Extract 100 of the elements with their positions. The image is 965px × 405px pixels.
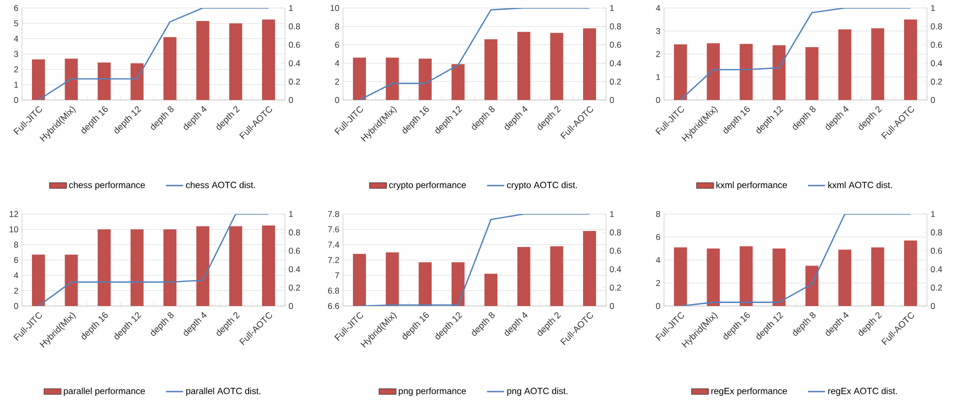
- bar: [838, 29, 852, 100]
- y2-tick-label: 0.4: [288, 266, 300, 272]
- y-tick-label: 0: [656, 303, 660, 310]
- y2-tick-label: 0.6: [288, 248, 300, 254]
- y2-tick-label: 0.6: [610, 42, 621, 48]
- y2-tick-label: 1: [610, 211, 614, 217]
- y2-tick-label: 0.2: [288, 284, 300, 291]
- y2-tick-label: 0.8: [610, 23, 621, 30]
- legend-label: parallel performance: [64, 388, 145, 396]
- bar: [484, 39, 498, 100]
- y2-tick-label: 0.4: [930, 266, 942, 272]
- bar: [130, 63, 144, 100]
- y-tick-label: 6: [335, 42, 340, 48]
- y2-tick-label: 1: [289, 211, 293, 217]
- legend-label: chess AOTC dist.: [186, 182, 255, 188]
- y-tick-label: 8: [14, 242, 18, 248]
- y2-tick-label: 0.8: [288, 229, 300, 236]
- y-tick-label: 6: [14, 257, 18, 264]
- y-tick-label: 2: [14, 288, 18, 294]
- bar: [98, 229, 111, 306]
- y-tick-label: 7.8: [328, 211, 340, 218]
- bar: [64, 58, 78, 100]
- y-tick-label: 2: [335, 78, 340, 85]
- y2-tick-label: 1: [610, 5, 614, 11]
- bar: [706, 248, 720, 306]
- y2-tick-label: 1: [931, 5, 935, 11]
- bar: [740, 246, 753, 306]
- bar: [805, 47, 818, 100]
- y-tick-label: 3: [14, 51, 18, 58]
- bar: [838, 250, 852, 306]
- bar: [871, 28, 884, 100]
- bar: [130, 229, 144, 306]
- y2-tick-label: 0: [610, 303, 614, 310]
- y-tick-label: 1: [656, 74, 660, 80]
- bar: [352, 58, 366, 100]
- bar: [674, 247, 687, 306]
- y2-tick-label: 0.2: [610, 78, 621, 85]
- bar: [805, 266, 818, 306]
- y-tick-label: 0: [14, 303, 18, 310]
- y2-tick-label: 0.6: [930, 248, 942, 254]
- y-tick-label: 6.6: [328, 303, 340, 310]
- bar: [386, 58, 399, 100]
- bar: [163, 37, 176, 100]
- bar: [871, 247, 884, 306]
- y2-tick-label: 0.8: [610, 229, 621, 236]
- y-tick-label: 4: [334, 60, 340, 66]
- bar: [772, 45, 786, 100]
- y2-tick-label: 0: [288, 303, 293, 310]
- legend-label: png AOTC dist.: [507, 388, 568, 396]
- bar: [262, 226, 276, 306]
- bar: [196, 226, 210, 306]
- y2-tick-label: 0: [930, 97, 935, 104]
- bar: [583, 28, 596, 100]
- y-tick-label: 12: [10, 211, 18, 217]
- y2-tick-label: 0.2: [288, 78, 300, 85]
- y-tick-label: 3: [656, 28, 660, 34]
- bar: [229, 226, 242, 306]
- y2-tick-label: 0.6: [930, 42, 942, 48]
- y-tick-label: 6.8: [328, 288, 340, 294]
- bar: [517, 32, 530, 100]
- bar: [772, 248, 786, 306]
- y2-tick-label: 0.4: [610, 60, 622, 66]
- legend-label: png performance: [398, 388, 466, 396]
- y-tick-label: 7: [335, 272, 340, 278]
- bar: [64, 254, 78, 306]
- y2-tick-label: 0.4: [288, 60, 300, 66]
- y-tick-label: 5: [14, 20, 18, 26]
- y2-tick-label: 0.2: [610, 284, 621, 291]
- bar: [550, 32, 564, 100]
- y2-tick-label: 0: [610, 97, 614, 104]
- legend-label: kxml AOTC dist.: [828, 182, 892, 188]
- bar: [674, 44, 687, 100]
- y2-tick-label: 0.6: [288, 42, 300, 48]
- y-tick-label: 0: [656, 97, 660, 104]
- bar: [196, 21, 210, 100]
- legend-label: regEx AOTC dist.: [828, 388, 897, 396]
- y-tick-label: 10: [10, 226, 18, 232]
- bar: [904, 20, 918, 100]
- y2-tick-label: 1: [931, 211, 935, 217]
- y2-tick-label: 1: [289, 5, 293, 11]
- bar: [32, 59, 45, 100]
- y2-tick-label: 0.4: [610, 266, 622, 272]
- legend-label: kxml performance: [716, 182, 787, 190]
- y-tick-label: 4: [14, 272, 18, 278]
- bar: [418, 58, 432, 100]
- bar: [262, 20, 276, 100]
- legend-label: parallel AOTC dist.: [186, 388, 260, 396]
- bar: [452, 64, 465, 100]
- y-tick-label: 2: [656, 280, 660, 286]
- y2-tick-label: 0.4: [930, 60, 942, 66]
- y2-tick-label: 0: [930, 303, 935, 310]
- y-tick-label: 10: [330, 5, 340, 12]
- y-tick-label: 4: [14, 36, 18, 42]
- bar: [706, 43, 720, 100]
- y-tick-label: 1: [14, 82, 18, 88]
- y-tick-label: 4: [656, 5, 660, 11]
- legend-label: chess performance: [69, 182, 145, 190]
- y2-tick-label: 0.2: [930, 78, 942, 85]
- y2-tick-label: 0.8: [288, 23, 300, 30]
- bar: [904, 240, 918, 306]
